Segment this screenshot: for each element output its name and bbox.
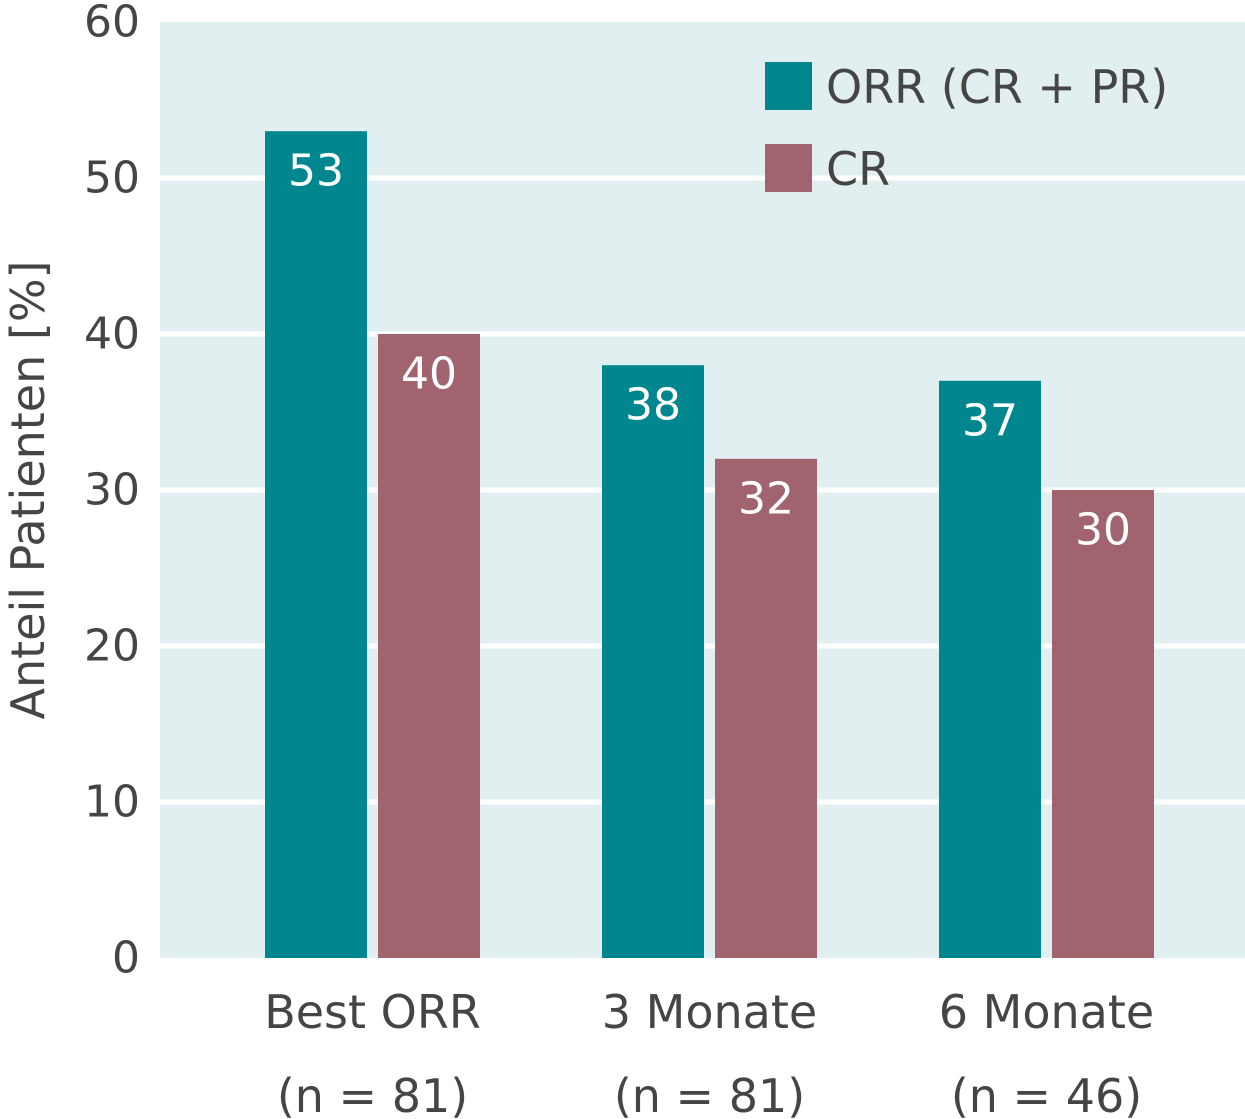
y-tick-label: 10 [84,777,140,828]
bars [265,131,1154,958]
legend-label: ORR (CR + PR) [826,60,1168,114]
y-tick-label: 30 [84,465,140,516]
y-tick-label: 20 [84,621,140,672]
bar [1052,490,1154,958]
y-axis-ticks: 0 10 20 30 40 50 60 [84,0,140,984]
legend-label: CR [826,142,890,196]
bar-value-label: 37 [962,395,1018,446]
bar-value-label: 53 [288,146,344,197]
bar [265,131,367,958]
bar-labels: 53 38 37 40 32 30 [288,146,1131,556]
x-category-label: 6 Monate [939,985,1154,1039]
x-category-label: 3 Monate [602,985,817,1039]
x-category-label: (n = 81) [614,1069,805,1119]
x-category-label: (n = 46) [951,1069,1142,1119]
legend-swatch [765,62,812,110]
x-axis-categories: Best ORR (n = 81) 3 Monate (n = 81) 6 Monate… [264,985,1154,1119]
x-category-label: Best ORR [264,985,481,1039]
x-category-label: (n = 81) [277,1069,468,1119]
legend-swatch [765,144,812,192]
bar-value-label: 40 [401,349,457,400]
y-tick-label: 40 [84,309,140,360]
bar-value-label: 32 [738,473,794,524]
bar-value-label: 38 [625,380,681,431]
bar [378,334,480,958]
bar [715,458,817,958]
bar-value-label: 30 [1075,505,1131,556]
y-tick-label: 50 [84,153,140,204]
y-axis-title: Anteil Patienten [%] [1,261,55,720]
legend: ORR (CR + PR) CR [765,60,1168,196]
y-tick-label: 60 [84,0,140,48]
bar [939,380,1041,958]
bar [602,365,704,958]
y-tick-label: 0 [112,933,140,984]
